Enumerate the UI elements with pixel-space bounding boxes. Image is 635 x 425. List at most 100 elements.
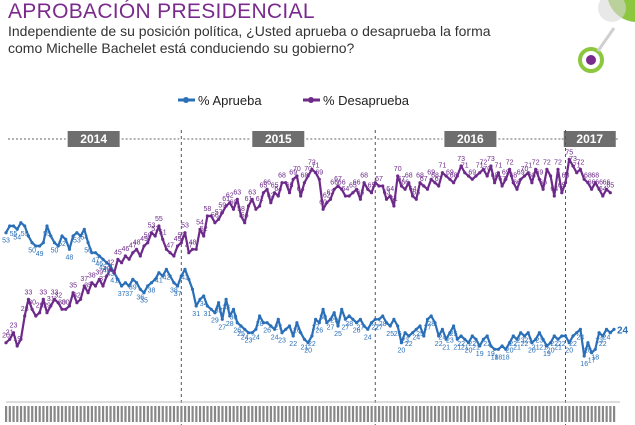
brand-logo-icon bbox=[578, 0, 635, 73]
aprueba-label: 21 bbox=[453, 344, 461, 351]
point-1-62 bbox=[235, 197, 239, 201]
x-tick-145 bbox=[545, 406, 549, 422]
x-tick-80 bbox=[303, 406, 306, 422]
point-0-42 bbox=[161, 274, 165, 278]
point-0-55 bbox=[209, 307, 213, 311]
x-tick-28 bbox=[109, 406, 112, 422]
point-0-121 bbox=[455, 337, 459, 341]
x-tick-115 bbox=[433, 406, 437, 422]
aprueba-label: 39 bbox=[129, 284, 137, 291]
desaprueba-label: 73 bbox=[569, 156, 577, 163]
point-0-23 bbox=[90, 251, 94, 255]
desaprueba-label: 53 bbox=[148, 223, 156, 230]
desaprueba-label: 68 bbox=[360, 173, 368, 180]
point-1-147 bbox=[552, 194, 556, 198]
x-tick-36 bbox=[139, 406, 142, 422]
point-0-75 bbox=[284, 327, 288, 331]
aprueba-label: 50 bbox=[84, 248, 92, 255]
point-1-59 bbox=[224, 204, 228, 208]
point-0-19 bbox=[75, 231, 79, 235]
aprueba-label: 19 bbox=[543, 351, 551, 358]
x-tick-30 bbox=[116, 406, 120, 422]
point-1-145 bbox=[545, 167, 549, 171]
desaprueba-label: 71 bbox=[524, 163, 532, 170]
x-tick-134 bbox=[504, 406, 508, 422]
point-1-25 bbox=[97, 277, 101, 281]
x-tick-48 bbox=[184, 406, 187, 422]
x-tick-95 bbox=[359, 406, 362, 422]
point-1-106 bbox=[399, 184, 403, 188]
desaprueba-label: 23 bbox=[10, 323, 18, 330]
aprueba-label: 26 bbox=[315, 328, 323, 335]
x-tick-102 bbox=[385, 406, 388, 422]
aprueba-label: 21 bbox=[472, 344, 480, 351]
x-tick-16 bbox=[64, 406, 67, 422]
desaprueba-label: 50 bbox=[177, 233, 185, 240]
point-0-128 bbox=[481, 337, 485, 341]
aprueba-label: 18 bbox=[591, 354, 599, 361]
desaprueba-label: 52 bbox=[151, 226, 159, 233]
desaprueba-label: 56 bbox=[241, 213, 249, 220]
aprueba-label: 50 bbox=[28, 248, 36, 255]
legend-marker-desaprueba bbox=[308, 97, 314, 103]
desaprueba-label: 71 bbox=[573, 163, 581, 170]
aprueba-label: 18 bbox=[491, 354, 499, 361]
point-0-140 bbox=[526, 331, 530, 335]
point-0-93 bbox=[351, 317, 355, 321]
aprueba-label: 20 bbox=[465, 348, 473, 355]
aprueba-label: 22 bbox=[308, 341, 316, 348]
desaprueba-label: 66 bbox=[588, 179, 596, 186]
point-1-109 bbox=[411, 194, 415, 198]
desaprueba-label: 20 bbox=[2, 333, 10, 340]
x-tick-128 bbox=[482, 406, 485, 422]
desaprueba-label: 69 bbox=[315, 169, 323, 176]
point-0-63 bbox=[239, 324, 243, 328]
point-0-114 bbox=[429, 314, 433, 318]
end-label-desaprueba: 65 bbox=[619, 88, 631, 91]
point-0-71 bbox=[269, 324, 273, 328]
point-1-148 bbox=[556, 167, 560, 171]
desaprueba-label: 35 bbox=[84, 283, 92, 290]
point-0-99 bbox=[373, 317, 377, 321]
x-tick-155 bbox=[583, 406, 586, 422]
point-0-54 bbox=[205, 304, 209, 308]
aprueba-label: 22 bbox=[405, 341, 413, 348]
point-1-51 bbox=[194, 247, 198, 251]
aprueba-label: 18 bbox=[495, 354, 503, 361]
desaprueba-label: 68 bbox=[416, 173, 424, 180]
desaprueba-label: 42 bbox=[107, 259, 115, 266]
x-tick-100 bbox=[378, 406, 381, 422]
x-tick-130 bbox=[489, 406, 493, 422]
point-1-8 bbox=[34, 314, 38, 318]
point-1-116 bbox=[437, 184, 441, 188]
desaprueba-label: 72 bbox=[554, 159, 562, 166]
aprueba-label: 25 bbox=[394, 331, 402, 338]
desaprueba-label: 64 bbox=[550, 186, 558, 193]
point-1-67 bbox=[254, 207, 258, 211]
point-0-123 bbox=[463, 337, 467, 341]
desaprueba-label: 30 bbox=[62, 299, 70, 306]
aprueba-label: 28 bbox=[427, 321, 435, 328]
x-tick-127 bbox=[478, 406, 481, 422]
x-tick-6 bbox=[27, 406, 30, 422]
x-tick-46 bbox=[176, 406, 179, 422]
point-1-76 bbox=[287, 191, 292, 195]
desaprueba-label: 66 bbox=[513, 179, 521, 186]
x-tick-74 bbox=[281, 406, 284, 422]
desaprueba-label: 72 bbox=[308, 159, 316, 166]
point-0-2 bbox=[11, 224, 16, 228]
desaprueba-label: 60 bbox=[230, 199, 238, 206]
point-1-27 bbox=[105, 274, 109, 278]
aprueba-label: 53 bbox=[73, 238, 81, 245]
desaprueba-label: 65 bbox=[558, 183, 566, 190]
x-tick-21 bbox=[83, 406, 86, 422]
aprueba-label: 42 bbox=[163, 274, 171, 281]
aprueba-label: 47 bbox=[92, 258, 100, 265]
point-1-30 bbox=[116, 257, 120, 261]
point-0-132 bbox=[496, 347, 500, 351]
aprueba-label: 45 bbox=[99, 264, 107, 271]
x-tick-159 bbox=[598, 406, 601, 422]
x-tick-27 bbox=[105, 406, 108, 422]
x-tick-87 bbox=[329, 406, 332, 422]
x-tick-106 bbox=[400, 406, 403, 422]
